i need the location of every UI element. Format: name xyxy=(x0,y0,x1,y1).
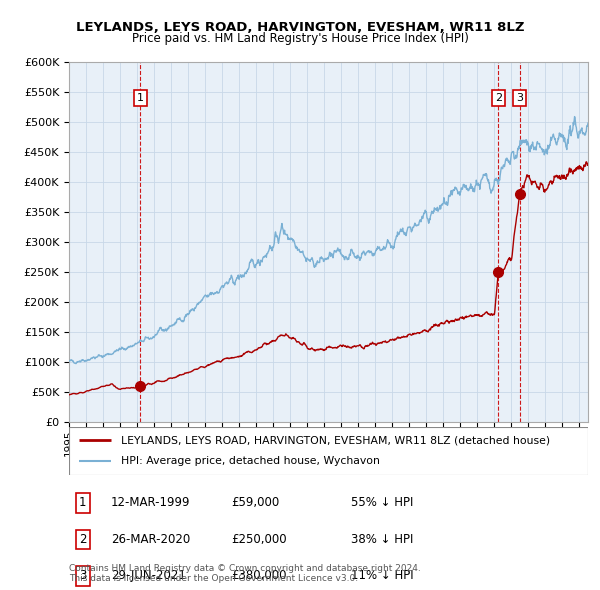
Text: 3: 3 xyxy=(79,569,86,582)
Text: £250,000: £250,000 xyxy=(231,533,287,546)
Text: £380,000: £380,000 xyxy=(231,569,287,582)
Text: 26-MAR-2020: 26-MAR-2020 xyxy=(111,533,190,546)
Text: 2: 2 xyxy=(495,93,502,103)
Text: £59,000: £59,000 xyxy=(231,496,279,509)
Text: 29-JUN-2021: 29-JUN-2021 xyxy=(111,569,186,582)
Text: 1: 1 xyxy=(137,93,144,103)
Text: 2: 2 xyxy=(79,533,86,546)
Text: 1: 1 xyxy=(79,496,86,509)
Text: LEYLANDS, LEYS ROAD, HARVINGTON, EVESHAM, WR11 8LZ: LEYLANDS, LEYS ROAD, HARVINGTON, EVESHAM… xyxy=(76,21,524,34)
Text: 11% ↓ HPI: 11% ↓ HPI xyxy=(351,569,413,582)
Text: 12-MAR-1999: 12-MAR-1999 xyxy=(111,496,191,509)
FancyBboxPatch shape xyxy=(69,427,588,475)
Text: 3: 3 xyxy=(516,93,523,103)
Text: Price paid vs. HM Land Registry's House Price Index (HPI): Price paid vs. HM Land Registry's House … xyxy=(131,32,469,45)
Text: LEYLANDS, LEYS ROAD, HARVINGTON, EVESHAM, WR11 8LZ (detached house): LEYLANDS, LEYS ROAD, HARVINGTON, EVESHAM… xyxy=(121,435,550,445)
Text: 38% ↓ HPI: 38% ↓ HPI xyxy=(351,533,413,546)
Text: HPI: Average price, detached house, Wychavon: HPI: Average price, detached house, Wych… xyxy=(121,457,380,467)
Text: 55% ↓ HPI: 55% ↓ HPI xyxy=(351,496,413,509)
Text: Contains HM Land Registry data © Crown copyright and database right 2024.
This d: Contains HM Land Registry data © Crown c… xyxy=(69,563,421,583)
